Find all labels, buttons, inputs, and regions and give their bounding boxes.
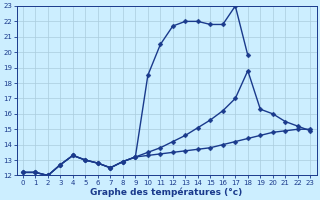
X-axis label: Graphe des températures (°c): Graphe des températures (°c) (91, 187, 243, 197)
